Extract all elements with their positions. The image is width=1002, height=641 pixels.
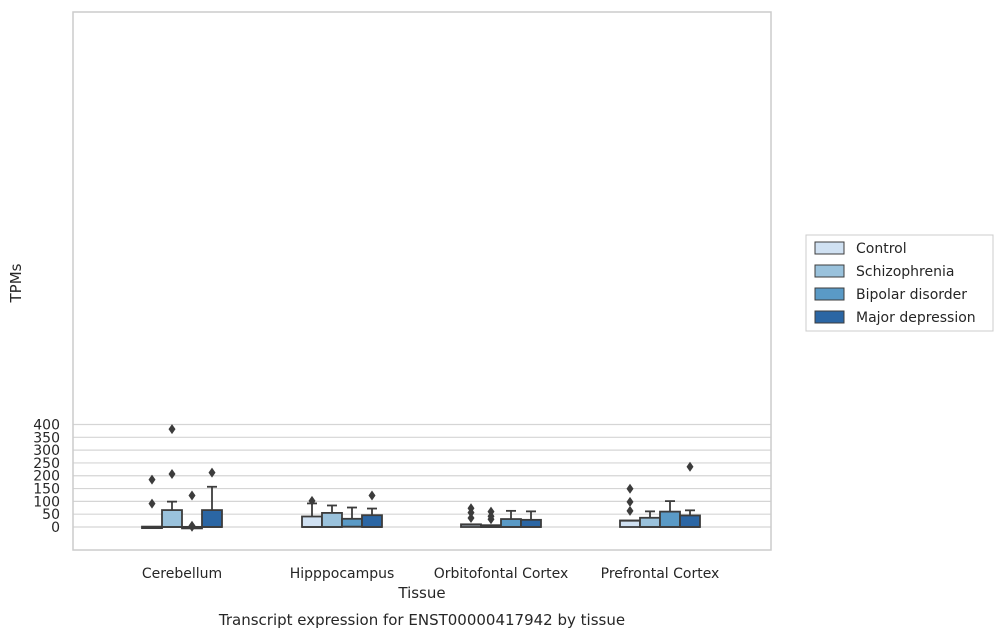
y-tick-label: 150 [33, 482, 60, 498]
box-layer [141, 424, 701, 532]
box-rect [679, 514, 701, 528]
box-rect [341, 517, 363, 528]
y-tick-label: 300 [33, 443, 60, 459]
x-tick-label: Orbitofontal Cortex [434, 566, 569, 582]
legend-label: Major depression [856, 310, 976, 326]
outlier-point [208, 467, 216, 478]
box-rect [201, 509, 223, 528]
outlier-point [626, 505, 634, 516]
box-group [619, 483, 641, 528]
outlier-point [168, 424, 176, 435]
outlier-point [467, 503, 475, 514]
y-tick-label: 100 [33, 494, 60, 510]
legend-swatch [814, 310, 845, 324]
y-axis-label: TPMs [7, 263, 25, 303]
y-tick-label: 200 [33, 469, 60, 485]
outlier-point [148, 498, 156, 509]
outlier-point [188, 490, 196, 501]
box-group [500, 509, 522, 528]
box-group [161, 424, 183, 528]
chart-caption: Transcript expression for ENST0000041794… [218, 611, 625, 629]
box-rect [161, 509, 183, 528]
legend-swatch [814, 264, 845, 278]
outlier-point [308, 495, 316, 506]
x-tick-label: Hipppocampus [290, 566, 395, 582]
outlier-point [487, 506, 495, 517]
box-group [520, 510, 542, 528]
box-group [341, 506, 363, 528]
legend-label: Schizophrenia [856, 264, 954, 280]
y-tick-label: 250 [33, 456, 60, 472]
outlier-point [686, 461, 694, 472]
y-tick-label: 350 [33, 430, 60, 446]
x-tick-label: Prefrontal Cortex [601, 566, 720, 582]
box-rect [321, 512, 343, 528]
box-group [679, 461, 701, 528]
plot-border [72, 11, 772, 551]
box-group [201, 467, 223, 528]
legend: Control Schizophrenia Bipolar disorder Majo… [805, 234, 994, 332]
outlier-point [626, 483, 634, 494]
box-rect [520, 518, 542, 528]
box-rect [361, 514, 383, 528]
box-group [181, 490, 203, 532]
x-tick-labels: Cerebellum Hipppocampus Orbitofontal Corte… [142, 566, 719, 582]
box-group [321, 504, 343, 528]
box-group [361, 490, 383, 528]
box-rect [301, 515, 323, 528]
y-tick-label: 50 [42, 507, 60, 523]
outlier-point [626, 496, 634, 507]
box-group [460, 503, 482, 528]
outlier-point [168, 468, 176, 479]
grid-layer [73, 423, 771, 528]
x-tick-label: Cerebellum [142, 566, 222, 582]
outlier-point [148, 474, 156, 485]
box-rect [639, 516, 661, 528]
legend-label: Bipolar disorder [856, 287, 967, 303]
legend-swatch [814, 287, 845, 301]
y-tick-label: 400 [33, 417, 60, 433]
box-group [659, 500, 681, 528]
plot-frame [72, 11, 772, 551]
box-rect [659, 510, 681, 528]
legend-label: Control [856, 241, 907, 257]
x-axis-label: Tissue [397, 584, 445, 602]
outlier-point [467, 513, 475, 524]
legend-swatch [814, 241, 845, 255]
y-tick-label: 0 [51, 520, 60, 536]
box-group [301, 495, 323, 528]
box-group [480, 506, 502, 528]
outlier-point [368, 490, 376, 501]
box-rect [500, 518, 522, 528]
outlier-point [188, 520, 196, 531]
